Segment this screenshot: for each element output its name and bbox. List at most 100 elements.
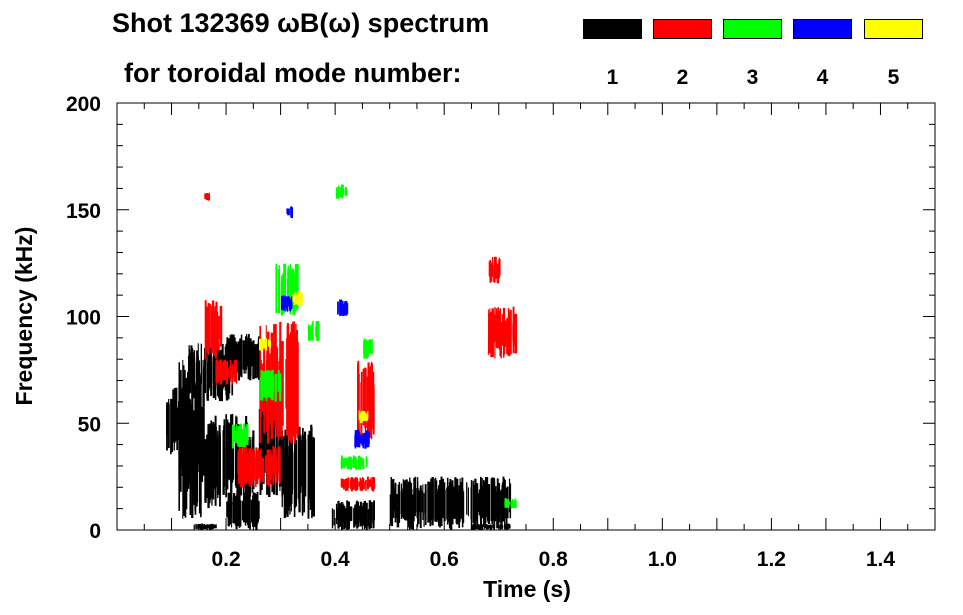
spectral-streak bbox=[358, 508, 360, 528]
spectral-region bbox=[331, 500, 375, 530]
spectral-streak bbox=[357, 430, 359, 447]
spectral-streak bbox=[213, 434, 216, 479]
spectral-streak bbox=[355, 501, 358, 523]
spectral-streak bbox=[372, 387, 375, 435]
spectral-streak bbox=[291, 272, 294, 309]
spectral-streak bbox=[340, 478, 343, 488]
chart-title: Shot 132369 ωB(ω) spectrum bbox=[112, 8, 490, 38]
spectral-streak bbox=[209, 345, 211, 388]
spectral-streak bbox=[338, 188, 340, 198]
spectral-streak bbox=[204, 525, 207, 530]
spectral-streak bbox=[184, 379, 187, 482]
spectral-streak bbox=[308, 324, 310, 341]
x-tick-label: 0.8 bbox=[539, 548, 569, 571]
spectral-region bbox=[357, 360, 375, 444]
spectral-streak bbox=[500, 525, 502, 530]
spectral-streak bbox=[290, 324, 293, 440]
spectral-streak bbox=[240, 346, 243, 378]
spectral-region bbox=[204, 192, 210, 201]
spectral-streak bbox=[470, 480, 473, 530]
spectral-region bbox=[226, 491, 260, 530]
spectral-streak bbox=[302, 428, 304, 497]
spectral-streak bbox=[497, 265, 499, 280]
spectral-streak bbox=[267, 455, 270, 483]
spectral-streak bbox=[506, 318, 509, 355]
spectral-streak bbox=[365, 480, 367, 491]
spectral-streak bbox=[235, 430, 238, 443]
spectral-streak bbox=[481, 485, 484, 517]
spectral-streak bbox=[238, 491, 241, 528]
spectral-streak bbox=[344, 481, 347, 491]
spectral-streak bbox=[279, 379, 282, 393]
spectral-streak bbox=[316, 322, 318, 341]
spectral-streak bbox=[287, 356, 290, 402]
spectral-streak bbox=[414, 476, 417, 513]
spectral-region bbox=[335, 184, 348, 199]
spectral-streak bbox=[421, 490, 423, 513]
spectral-streak bbox=[367, 362, 370, 433]
spectral-streak bbox=[193, 524, 195, 530]
data-layer bbox=[166, 184, 518, 530]
spectral-streak bbox=[283, 300, 285, 307]
spectral-streak bbox=[490, 266, 493, 282]
spectral-streak bbox=[357, 456, 359, 470]
spectral-streak bbox=[214, 318, 216, 356]
spectral-streak bbox=[514, 499, 517, 509]
spectral-streak bbox=[339, 503, 342, 520]
spectral-region bbox=[488, 306, 518, 359]
spectral-streak bbox=[277, 370, 280, 392]
y-tick-label: 150 bbox=[66, 200, 101, 223]
spectral-region bbox=[358, 410, 369, 424]
spectral-streak bbox=[514, 314, 517, 346]
spectral-streak bbox=[366, 411, 369, 419]
spectral-streak bbox=[514, 498, 516, 506]
spectral-streak bbox=[236, 344, 239, 373]
spectral-streak bbox=[493, 489, 496, 521]
spectral-streak bbox=[249, 456, 251, 488]
spectral-streak bbox=[401, 492, 405, 513]
spectral-streak bbox=[349, 506, 353, 521]
spectral-streak bbox=[365, 456, 367, 468]
spectral-streak bbox=[366, 457, 368, 466]
spectral-streak bbox=[362, 458, 365, 470]
spectral-streak bbox=[509, 309, 512, 355]
spectral-streak bbox=[331, 508, 334, 529]
spectral-streak bbox=[206, 441, 209, 487]
spectral-streak bbox=[260, 377, 262, 401]
spectral-streak bbox=[417, 477, 419, 526]
spectral-streak bbox=[337, 301, 339, 315]
spectral-streak bbox=[417, 490, 421, 513]
legend-caption: for toroidal mode number: bbox=[124, 58, 462, 88]
spectral-streak bbox=[244, 445, 247, 484]
spectral-streak bbox=[257, 449, 260, 480]
series-n=3 bbox=[232, 184, 517, 509]
spectral-streak bbox=[453, 492, 456, 519]
spectral-streak bbox=[249, 499, 251, 530]
spectral-streak bbox=[213, 524, 216, 529]
x-tick-label: 1.4 bbox=[866, 548, 896, 571]
spectral-streak bbox=[289, 296, 291, 310]
spectral-streak bbox=[413, 487, 416, 515]
tick-labels: 0.2 0.4 0.6 0.8 1.0 1.2 1.4 0 50 100 150 200 bbox=[66, 93, 895, 571]
spectral-streak bbox=[340, 301, 342, 316]
spectral-streak bbox=[256, 344, 259, 374]
spectral-streak bbox=[194, 385, 197, 515]
spectral-streak bbox=[508, 312, 511, 357]
spectral-streak bbox=[357, 373, 360, 438]
spectral-streak bbox=[494, 257, 497, 276]
spectral-streak bbox=[361, 457, 363, 466]
spectral-streak bbox=[254, 349, 257, 367]
spectral-streak bbox=[498, 483, 501, 523]
spectral-streak bbox=[237, 457, 240, 474]
spectral-streak bbox=[485, 524, 487, 528]
spectral-streak bbox=[252, 492, 255, 527]
spectral-streak bbox=[354, 435, 356, 448]
spectral-streak bbox=[357, 457, 361, 467]
spectral-streak bbox=[354, 456, 357, 466]
spectral-streak bbox=[495, 491, 498, 518]
spectral-streak bbox=[286, 337, 289, 436]
spectral-streak bbox=[355, 430, 358, 448]
spectral-streak bbox=[348, 506, 351, 522]
spectral-streak bbox=[367, 431, 370, 448]
